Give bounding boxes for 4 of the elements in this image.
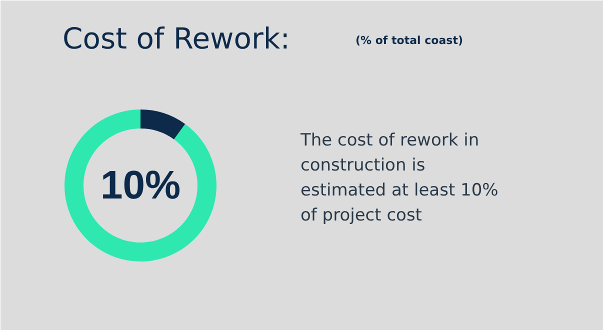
text: (% of total coast) xyxy=(356,34,463,47)
chart-title: Cost of Rework: xyxy=(62,22,290,56)
text: 10% xyxy=(100,164,181,208)
text: The cost of rework in construction is estimated at least 10% of project cost xyxy=(300,130,498,226)
